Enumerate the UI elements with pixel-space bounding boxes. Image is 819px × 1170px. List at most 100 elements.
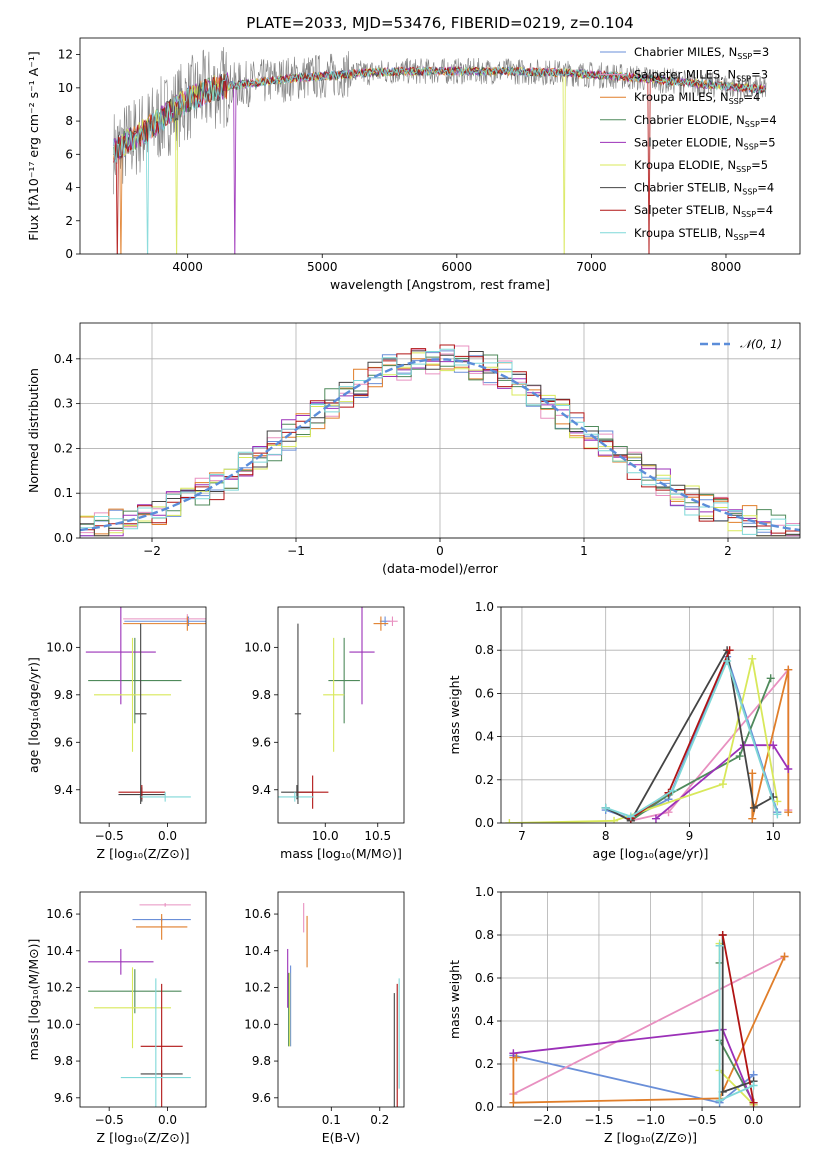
weight-point-marker	[784, 808, 793, 817]
x-tick-label: −0.5	[687, 1113, 716, 1127]
x-tick-label: 8000	[711, 260, 742, 274]
weight_vs_Z-axes: −2.0 −1.5 −1.0 −0.5 0.0 0.0 0.2 0.4 0.6 0.8 1.0 Z […	[447, 885, 800, 1145]
y-tick-label: 8	[65, 114, 73, 128]
weight_vs_age-series	[505, 646, 793, 823]
spectrum-axes: 4000 5000 6000 7000 8000 0 2 4 6 8 10 12 wavelength …	[26, 48, 741, 292]
legend-model-name: Kroupa MILES	[634, 90, 713, 104]
y-tick-label: 0.4	[54, 352, 73, 366]
weight_vs_age-xlabel: age [log₁₀(age/yr)]	[593, 846, 709, 861]
y-tick-label: 0.1	[54, 486, 73, 500]
legend-nssp-sub: SSP	[742, 188, 757, 197]
y-tick-label: 12	[58, 48, 73, 62]
y-tick-label: 0.2	[54, 441, 73, 455]
x-tick-label: 10.5	[364, 829, 391, 843]
x-tick-label: 7	[518, 829, 526, 843]
legend-nssp-prefix: , N	[725, 203, 741, 217]
x-tick-label: 9	[686, 829, 694, 843]
x-tick-label: 1	[580, 544, 588, 558]
mass_vs_ebv-axes: 0.1 0.2 9.6 9.8 10.0 10.2 10.4 10.6 E(B-V)	[244, 907, 389, 1145]
y-tick-label: 10.0	[46, 640, 73, 654]
weight-point-marker	[509, 1049, 518, 1058]
plot-frame	[79, 606, 207, 824]
weight-point-marker	[748, 814, 757, 823]
legend-nssp-value: =4	[760, 113, 777, 127]
y-tick-label: 1.0	[475, 885, 494, 899]
y-tick-label: 2	[65, 214, 73, 228]
weight_vs_age-ylabel: mass weight	[447, 675, 462, 754]
weight-point-marker	[715, 1096, 724, 1105]
normal-reference-curve	[80, 358, 800, 532]
legend-nssp-sub: SSP	[734, 233, 749, 242]
legend-entry: Kroupa STELIB, NSSP=4	[634, 226, 765, 242]
plot-frame	[79, 37, 801, 255]
plot-frame	[277, 891, 405, 1108]
plot-frame	[500, 606, 801, 824]
y-tick-label: 0.0	[54, 531, 73, 545]
mass_vs_ebv-points	[287, 903, 400, 1107]
legend-nssp-sub: SSP	[744, 142, 759, 151]
y-tick-label: 1.0	[475, 600, 494, 614]
weight-point-marker	[723, 657, 732, 665]
x-tick-label: 0.0	[744, 1113, 763, 1127]
weight-point-marker	[664, 808, 673, 817]
x-tick-label: 10.0	[312, 829, 339, 843]
legend-nssp-value: =4	[744, 90, 761, 104]
mass_vs_Z-axes: −0.5 0.0 9.6 9.8 10.0 10.2 10.4 10.6 Z [log₁₀(Z/…	[26, 907, 189, 1145]
x-tick-label: −2	[143, 544, 161, 558]
legend-entry: Salpeter STELIB, NSSP=4	[634, 203, 773, 219]
x-tick-label: −1	[287, 544, 305, 558]
weight-point-marker	[766, 674, 775, 683]
weight-point-marker	[651, 814, 660, 823]
weight-point-marker	[715, 941, 724, 950]
legend-nssp-prefix: , N	[720, 68, 736, 82]
x-tick-label: −1.0	[636, 1113, 665, 1127]
legend-nssp-sub: SSP	[737, 52, 752, 61]
y-tick-label: 10.0	[46, 1017, 73, 1031]
weight_vs_Z-ylabel: mass weight	[447, 960, 462, 1039]
y-tick-label: 0	[65, 247, 73, 261]
weight-point-marker	[668, 786, 677, 795]
weight-point-marker	[769, 741, 778, 750]
y-tick-label: 0.8	[475, 643, 494, 657]
legend-entry: Chabrier ELODIE, NSSP=4	[634, 113, 777, 129]
weight-point-marker	[725, 646, 734, 655]
legend-nssp-sub: SSP	[729, 97, 744, 106]
weight-point-marker	[626, 812, 635, 821]
mass_vs_ebv-xlabel: E(B-V)	[322, 1130, 361, 1145]
y-tick-label: 10.2	[244, 981, 271, 995]
y-tick-label: 9.8	[252, 688, 271, 702]
y-tick-label: 0.0	[475, 816, 494, 830]
weight-line-5	[718, 943, 755, 1106]
legend-nssp-value: =5	[751, 158, 768, 172]
weight-point-marker	[784, 665, 793, 674]
legend-nssp-prefix: , N	[713, 90, 729, 104]
legend-model-name: Salpeter ELODIE	[634, 135, 728, 149]
legend-nssp-prefix: , N	[720, 158, 736, 172]
histogram-traces	[80, 344, 800, 537]
weight-point-marker	[748, 654, 757, 663]
legend-nssp-prefix: , N	[721, 45, 737, 59]
weight-point-marker	[610, 816, 619, 823]
weight_vs_age-axes: 7 8 9 10 0.0 0.2 0.4 0.6 0.8 1.0 age [log₁₀(age/yr…	[447, 600, 800, 861]
weight-point-marker	[749, 803, 758, 812]
plot-frame	[500, 891, 801, 1108]
weight-point-marker	[735, 752, 744, 761]
weight-line-1	[512, 955, 785, 1095]
legend-model-name: Chabrier ELODIE	[634, 113, 729, 127]
weight-point-marker	[749, 1081, 758, 1090]
legend-entry: Chabrier MILES, NSSP=3	[634, 45, 769, 61]
residuals-ylabel: Normed distribution	[26, 368, 41, 493]
mass_vs_Z-ylabel: mass [log₁₀(M/M⊙)]	[26, 939, 41, 1061]
weight-line-3	[630, 677, 772, 822]
plot-frame	[277, 606, 405, 824]
weight_vs_Z-xlabel: Z [log₁₀(Z/Z⊙)]	[604, 1130, 697, 1145]
y-tick-label: 0.0	[475, 1100, 494, 1114]
y-tick-label: 10.4	[46, 944, 73, 958]
y-tick-label: 0.2	[475, 773, 494, 787]
legend-model-name: Chabrier STELIB	[634, 181, 726, 195]
age_vs_Z-points	[85, 607, 206, 805]
legend-entry: Salpeter ELODIE, NSSP=5	[634, 135, 776, 151]
legend-model-name: Chabrier MILES	[634, 45, 721, 59]
plot-frame	[79, 322, 801, 539]
